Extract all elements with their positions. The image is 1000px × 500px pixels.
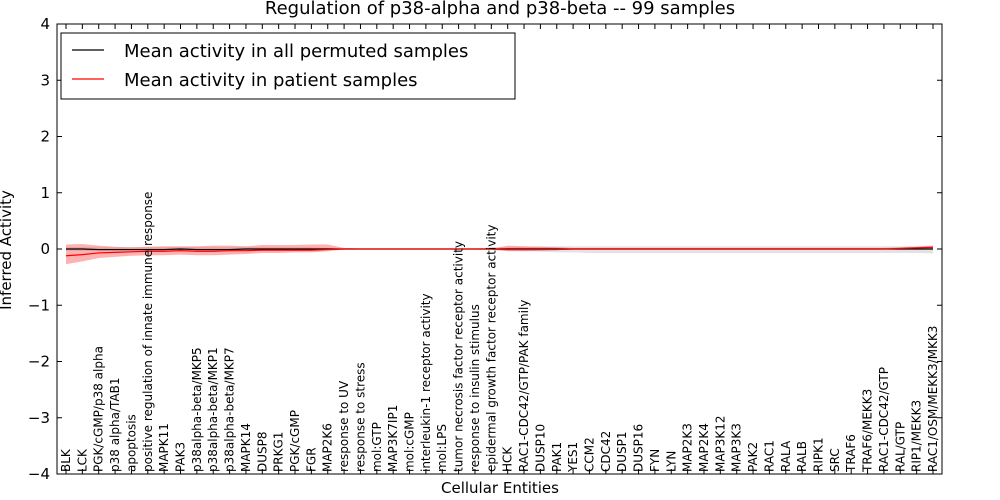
category-label: DUSP1 — [615, 431, 629, 472]
y-axis-ticks: 4 3 2 1 0 −1 −2 −3 −4 — [28, 15, 942, 483]
category-label: p38alpha-beta/MKP7 — [223, 347, 237, 472]
category-label: p38alpha-beta/MKP1 — [206, 347, 220, 472]
category-label: MAP2K4 — [697, 423, 711, 472]
y-tick-label: −1 — [28, 296, 50, 314]
y-axis-label: Inferred Activity — [0, 190, 15, 310]
category-label: RALA — [779, 440, 793, 472]
category-label: mol:GTP — [370, 422, 384, 472]
x-tick-marks — [65, 24, 934, 474]
category-label: LCK — [75, 448, 89, 472]
category-label: DUSP10 — [533, 424, 547, 472]
category-label: epidermal growth factor receptor activit… — [484, 225, 498, 472]
y-tick-label: 1 — [40, 184, 50, 202]
category-label: RAC1-CDC42/GTP/PAK family — [517, 300, 531, 472]
category-label: DUSP16 — [632, 424, 646, 472]
y-tick-label: −2 — [28, 353, 50, 371]
category-label: response to UV — [337, 380, 351, 472]
y-tick-label: −3 — [28, 409, 50, 427]
y-tick-label: −4 — [28, 465, 50, 483]
category-label: PAK1 — [550, 442, 564, 472]
x-axis-label: Cellular Entities — [441, 479, 559, 497]
category-label: HCK — [501, 446, 515, 472]
category-label: CCM2 — [582, 437, 596, 472]
legend-label-permuted: Mean activity in all permuted samples — [124, 41, 468, 62]
legend-box — [60, 32, 516, 100]
category-label: LYN — [664, 451, 678, 472]
series-lines — [65, 246, 934, 257]
category-label: apoptosis — [124, 414, 138, 472]
category-label: MAP2K6 — [321, 423, 335, 472]
category-label: positive regulation of innate immune res… — [141, 192, 155, 472]
category-label: RAC1-CDC42/GTP — [877, 367, 891, 472]
legend: Mean activity in all permuted samples Me… — [60, 32, 516, 100]
category-label: p38 alpha/TAB1 — [108, 378, 122, 472]
plot-frame — [56, 23, 943, 475]
category-label: PRKG1 — [272, 432, 286, 472]
y-tick-label: 3 — [40, 71, 50, 89]
category-labels: BLK LCK PGK/cGMP/p38 alpha p38 alpha/TAB1 ap… — [59, 192, 940, 473]
category-label: MAP3K12 — [713, 415, 727, 472]
category-label: RIP1/MEKK3 — [910, 400, 924, 472]
category-label: DUSP8 — [255, 431, 269, 472]
category-label: tumor necrosis factor receptor activity — [452, 241, 466, 472]
category-label: RALB — [795, 441, 809, 472]
category-label: PAK2 — [746, 442, 760, 472]
category-label: p38alpha-beta/MKP5 — [190, 347, 204, 472]
category-label: RAL/GTP — [893, 422, 907, 472]
category-label: FYN — [648, 449, 662, 472]
category-label: RIPK1 — [811, 437, 825, 472]
category-label: TRAF6/MEKK3 — [861, 389, 875, 473]
category-label: YES1 — [566, 442, 580, 473]
category-label: PAK3 — [174, 442, 188, 472]
patient-mean-line — [65, 246, 934, 257]
category-label: PGK/cGMP/p38 alpha — [92, 346, 106, 472]
category-label: TRAF6 — [844, 434, 858, 473]
category-label: response to insulin stimulus — [468, 304, 482, 472]
category-label: response to stress — [353, 362, 367, 472]
category-label: MAP2K3 — [681, 423, 695, 472]
category-label: interleukin-1 receptor activity — [419, 293, 433, 472]
y-tick-label: 4 — [40, 15, 50, 33]
category-label: RAC1/OSM/MEKK3/MKK3 — [926, 326, 940, 472]
y-tick-label: 2 — [40, 128, 50, 146]
category-label: mol:cGMP — [403, 412, 417, 472]
category-label: MAPK14 — [239, 423, 253, 472]
y-tick-label: 0 — [40, 240, 50, 258]
category-label: SRC — [828, 448, 842, 472]
category-label: FGR — [304, 447, 318, 472]
category-label: RAC1 — [762, 440, 776, 472]
category-label: CDC42 — [599, 431, 613, 472]
category-label: PGK/cGMP — [288, 410, 302, 472]
category-label: MAP3K3 — [730, 423, 744, 472]
category-label: BLK — [59, 448, 73, 472]
chart-title: Regulation of p38-alpha and p38-beta -- … — [265, 0, 735, 19]
legend-label-patient: Mean activity in patient samples — [124, 70, 418, 91]
category-label: MAP3K7IP1 — [386, 405, 400, 472]
category-label: MAPK11 — [157, 423, 171, 472]
category-label: mol:LPS — [435, 424, 449, 472]
confidence-bands — [66, 243, 933, 265]
